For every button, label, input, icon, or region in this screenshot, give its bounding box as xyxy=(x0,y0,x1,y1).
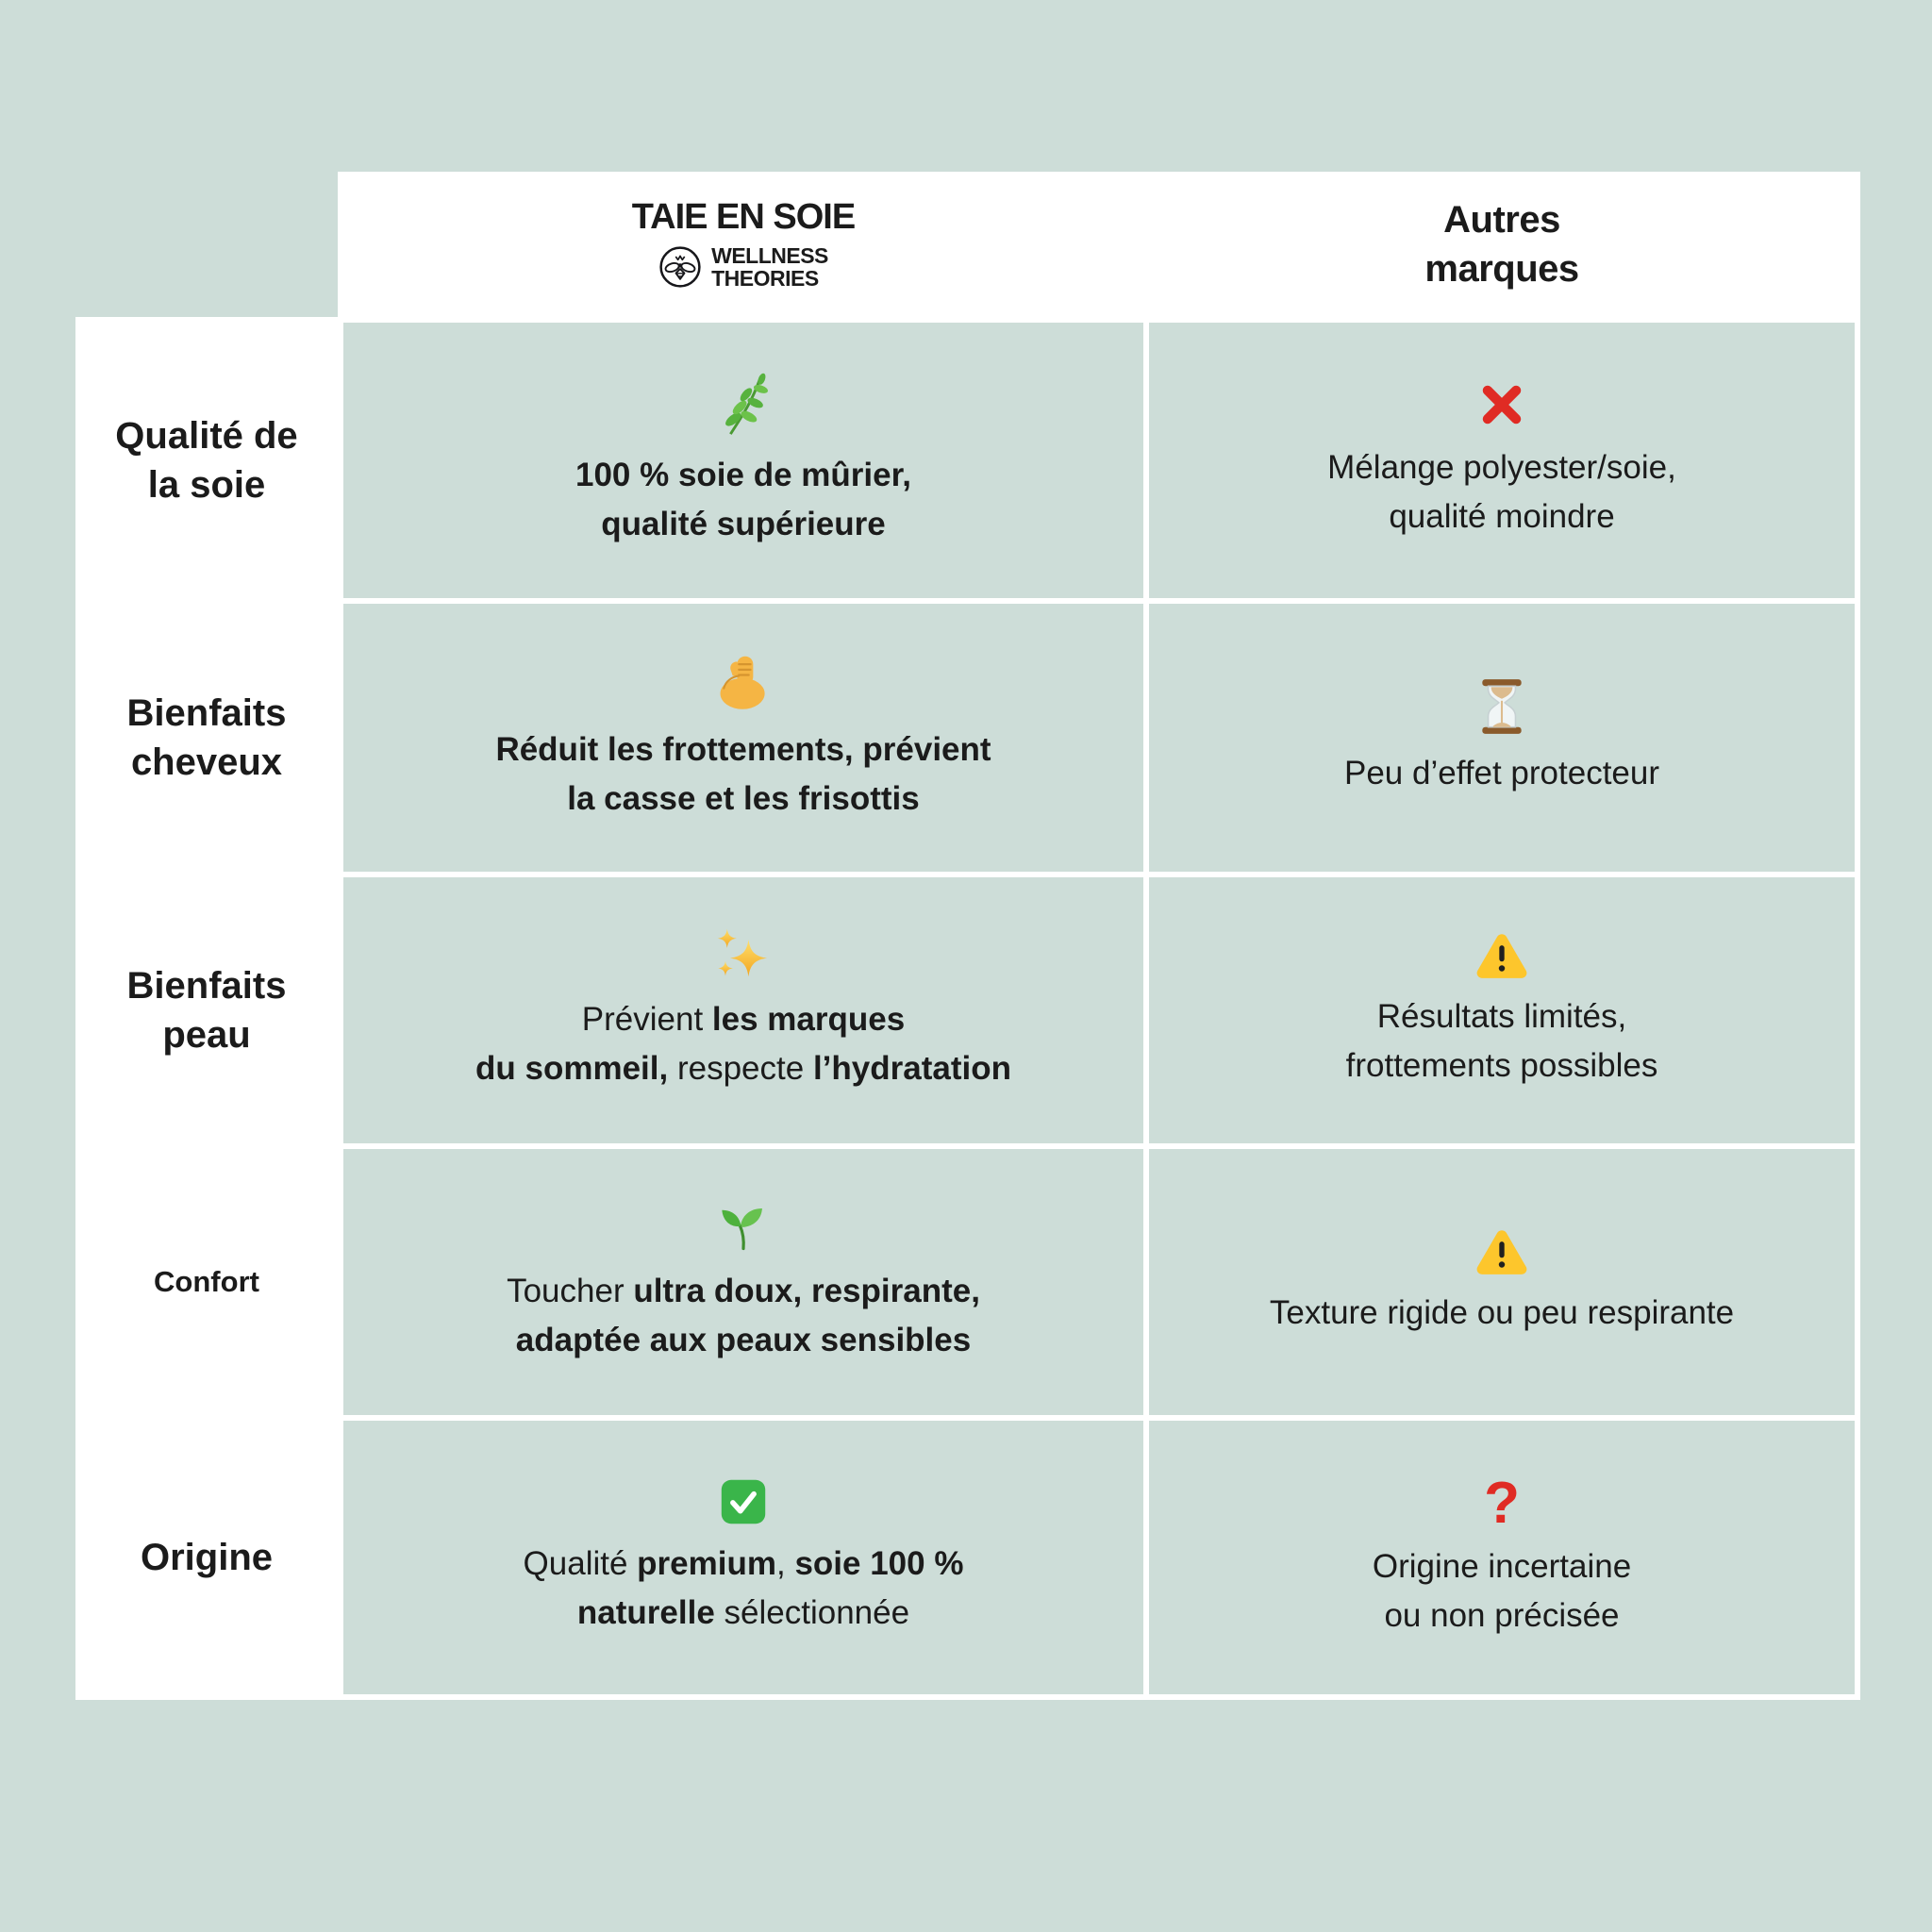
other-cell-confort: Texture rigide ou peu respirante xyxy=(1149,1149,1855,1415)
logo-line2: THEORIES xyxy=(711,266,819,291)
other-title: Autres marques xyxy=(1424,199,1579,290)
row-label-bienfaits-peau: Bienfaits peau xyxy=(75,877,338,1143)
brand-text-confort: Toucher ultra doux, respirante, adaptée a… xyxy=(507,1272,980,1359)
hourglass-icon xyxy=(1482,678,1522,734)
brand-text-origine: Qualité premium, soie 100 % naturelle sél… xyxy=(523,1544,964,1632)
check-mark-icon xyxy=(721,1479,766,1524)
cross-mark-icon xyxy=(1482,385,1522,424)
row-label-qualite-soie: Qualité de la soie xyxy=(75,323,338,598)
other-text-bienfaits-cheveux: Peu d’effet protecteur xyxy=(1343,754,1660,791)
other-cell-bienfaits-cheveux: Peu d’effet protecteur xyxy=(1149,604,1855,872)
comparison-table: TAIE EN SOIE WELLNESS THEORIES Autres ma… xyxy=(75,172,1860,1700)
brand-title: TAIE EN SOIE xyxy=(631,196,856,237)
brand-text-bienfaits-cheveux: Réduit les frottements, prévient la casse… xyxy=(495,730,991,818)
question-mark-icon: ? xyxy=(1484,1470,1520,1536)
other-cell-origine: ? Origine incertaine ou non précisée xyxy=(1149,1421,1855,1694)
warning-icon xyxy=(1476,1230,1527,1274)
brand-logo-text: WELLNESS THEORIES xyxy=(711,242,828,291)
row-label-origine: Origine xyxy=(75,1421,338,1694)
row-label-confort: Confort xyxy=(75,1149,338,1415)
brand-logo: WELLNESS THEORIES xyxy=(658,242,828,291)
brand-cell-origine: Qualité premium, soie 100 % naturelle sél… xyxy=(343,1421,1143,1694)
corner-cell xyxy=(75,172,338,317)
brand-cell-qualite-soie: 100 % soie de mûrier, qualité supérieure xyxy=(343,323,1143,598)
flexed-biceps-icon xyxy=(720,656,765,709)
brand-cell-confort: Toucher ultra doux, respirante, adaptée a… xyxy=(343,1149,1143,1415)
other-text-qualite-soie: Mélange polyester/soie, qualité moindre xyxy=(1327,448,1676,536)
other-text-bienfaits-peau: Résultats limités, frottements possibles xyxy=(1345,997,1658,1085)
brand-cell-bienfaits-peau: Prévient les marques du sommeil, respecte… xyxy=(343,877,1143,1143)
other-text-origine: Origine incertaine ou non précisée xyxy=(1372,1547,1632,1635)
brand-cell-bienfaits-cheveux: Réduit les frottements, prévient la casse… xyxy=(343,604,1143,872)
bee-logo-icon xyxy=(659,246,701,289)
other-cell-qualite-soie: Mélange polyester/soie, qualité moindre xyxy=(1149,323,1855,598)
logo-line1: WELLNESS xyxy=(711,242,828,268)
warning-icon xyxy=(1476,933,1527,978)
other-cell-bienfaits-peau: Résultats limités, frottements possibles xyxy=(1149,877,1855,1143)
sparkles-icon xyxy=(717,928,768,976)
other-column-header: Autres marques xyxy=(1149,172,1855,317)
brand-column-header: TAIE EN SOIE WELLNESS THEORIES xyxy=(343,172,1143,317)
brand-text-bienfaits-peau: Prévient les marques du sommeil, respecte… xyxy=(475,1000,1011,1088)
row-label-bienfaits-cheveux: Bienfaits cheveux xyxy=(75,604,338,872)
seedling-icon xyxy=(722,1208,762,1250)
other-text-confort: Texture rigide ou peu respirante xyxy=(1269,1293,1735,1331)
brand-text-qualite-soie: 100 % soie de mûrier, qualité supérieure xyxy=(575,456,911,543)
herb-icon xyxy=(725,373,768,435)
